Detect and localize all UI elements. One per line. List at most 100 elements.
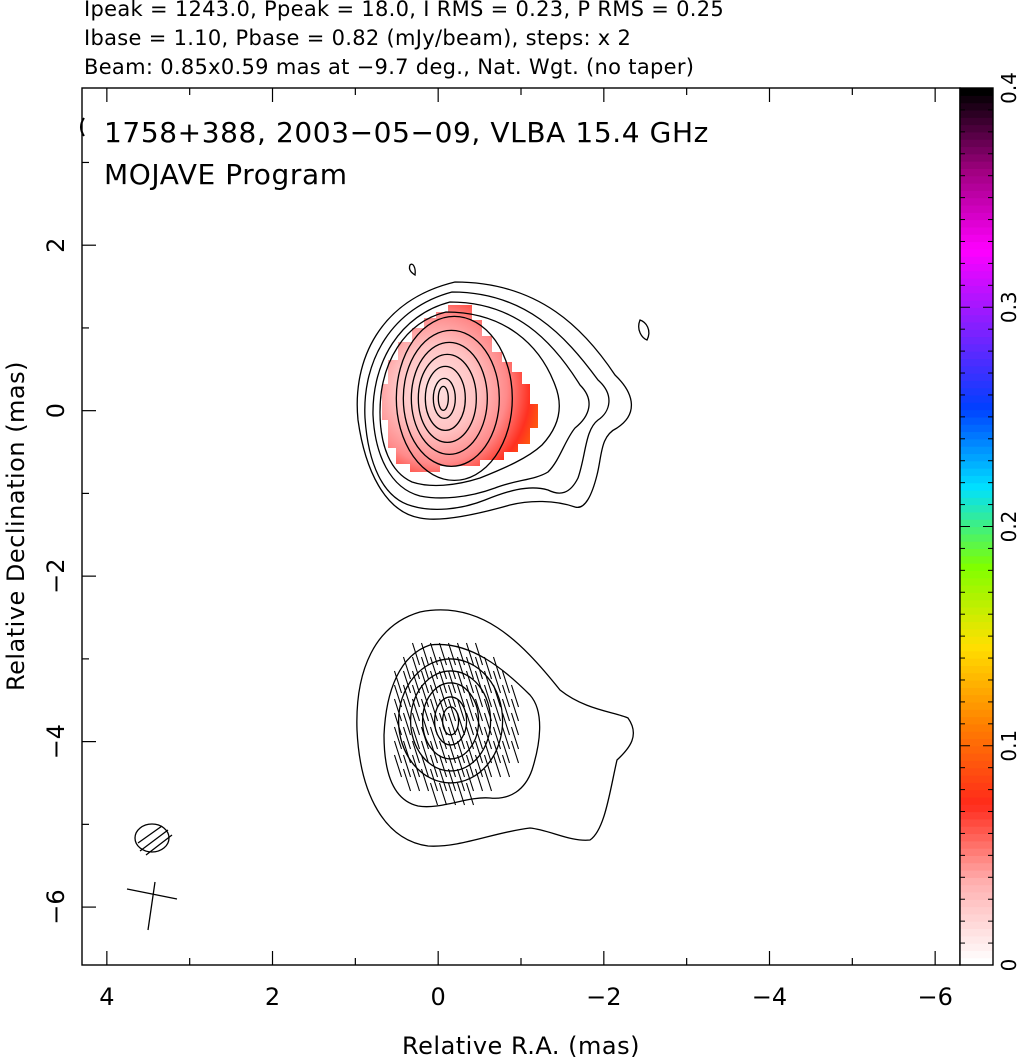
colorbar-step	[960, 124, 993, 133]
evpa-stick	[411, 712, 421, 736]
evpa-stick	[411, 740, 421, 764]
contour-south-inner-4	[433, 696, 468, 746]
evpa-stick	[447, 698, 457, 722]
colorbar-step	[960, 402, 993, 411]
colorbar-step	[960, 548, 993, 557]
colorbar-step	[960, 504, 993, 513]
colorbar-step	[960, 862, 993, 871]
colorbar-step	[960, 745, 993, 754]
evpa-stick	[420, 740, 430, 764]
evpa-stick	[510, 684, 520, 708]
evpa-stick	[510, 740, 520, 764]
colorbar-step	[960, 204, 993, 213]
colorbar-step	[960, 906, 993, 915]
evpa-stick	[447, 670, 457, 694]
evpa-stick	[492, 726, 502, 750]
colorbar-step	[960, 606, 993, 615]
colorbar-step	[960, 614, 993, 623]
colorbar-step	[960, 351, 993, 360]
colorbar-step	[960, 438, 993, 447]
evpa-stick	[483, 768, 493, 792]
contour-north-inner-7	[437, 385, 449, 412]
colorbar-step	[960, 190, 993, 199]
colorbar-step	[960, 446, 993, 455]
colorbar-step	[960, 102, 993, 111]
evpa-stick	[411, 698, 421, 722]
chart-subtitle: MOJAVE Program	[104, 158, 348, 191]
beam-hatch-3	[137, 825, 163, 844]
contour-north-2	[364, 291, 610, 510]
evpa-stick	[501, 670, 511, 694]
colorbar-step	[960, 592, 993, 601]
colorbar-step	[960, 709, 993, 718]
evpa-stick	[447, 726, 457, 750]
colorbar-step	[960, 533, 993, 542]
colorbar-step	[960, 146, 993, 155]
plot-frame	[81, 87, 961, 966]
evpa-stick	[483, 740, 493, 764]
evpa-stick	[474, 698, 484, 722]
colorbar-step	[960, 694, 993, 703]
colorbar-step	[960, 409, 993, 418]
colorbar-step	[960, 957, 993, 966]
colorbar-step	[960, 226, 993, 235]
colorbar-step	[960, 519, 993, 528]
colorbar-step	[960, 321, 993, 330]
evpa-stick	[510, 712, 520, 736]
evpa-stick	[420, 768, 430, 792]
evpa-stick	[492, 670, 502, 694]
evpa-stick	[393, 726, 403, 750]
colorbar-step	[960, 373, 993, 381]
x-tick-label: 4	[99, 983, 114, 1011]
colorbar-step	[960, 855, 993, 864]
colorbar-step	[960, 877, 993, 886]
evpa-stick	[492, 656, 502, 680]
colorbar-step	[960, 131, 993, 140]
evpa-stick	[483, 698, 493, 722]
evpa-stick	[438, 712, 448, 736]
colorbar-step	[960, 394, 993, 403]
evpa-stick	[483, 712, 493, 736]
contour-south-outer	[356, 609, 634, 847]
evpa-stick	[447, 768, 457, 792]
colorbar-step	[960, 109, 993, 118]
evpa-stick	[474, 712, 484, 736]
colorbar-step	[960, 767, 993, 776]
evpa-stick	[438, 698, 448, 722]
colorbar-step	[960, 307, 993, 316]
colorbar-step	[960, 358, 993, 367]
evpa-stick	[510, 726, 520, 750]
evpa-stick	[465, 768, 475, 792]
colorbar-step	[960, 139, 993, 148]
colorbar-step	[960, 804, 993, 813]
colorbar-step	[960, 628, 993, 637]
beam-group	[126, 823, 178, 931]
colorbar-step	[960, 935, 993, 944]
evpa-stick	[456, 782, 466, 806]
evpa-stick	[465, 656, 475, 680]
contour-north-inner-5	[424, 365, 466, 432]
evpa-stick	[474, 684, 484, 708]
evpa-stick	[438, 754, 448, 778]
colorbar-ticks: 0 0.1 0.2 0.3 0.4	[960, 72, 1021, 971]
colorbar-step	[960, 88, 993, 96]
colorbar-step	[960, 643, 993, 652]
contour-north-4	[379, 311, 560, 487]
evpa-stick	[411, 754, 421, 778]
evpa-stick	[393, 740, 403, 764]
evpa-stick	[492, 754, 502, 778]
evpa-stick	[402, 656, 412, 680]
x-tick-label: −6	[917, 983, 952, 1011]
evpa-stick	[465, 698, 475, 722]
colorbar-step	[960, 161, 993, 169]
evpa-stick	[474, 670, 484, 694]
beam-hatch-2	[145, 834, 173, 856]
evpa-stick	[456, 670, 466, 694]
colorbar-step	[960, 753, 993, 761]
colorbar-step	[960, 563, 993, 571]
colorbar-step	[960, 782, 993, 791]
y-tick-label: 2	[42, 238, 70, 253]
evpa-stick	[483, 754, 493, 778]
evpa-stick	[420, 726, 430, 750]
colorbar-step	[960, 943, 993, 951]
